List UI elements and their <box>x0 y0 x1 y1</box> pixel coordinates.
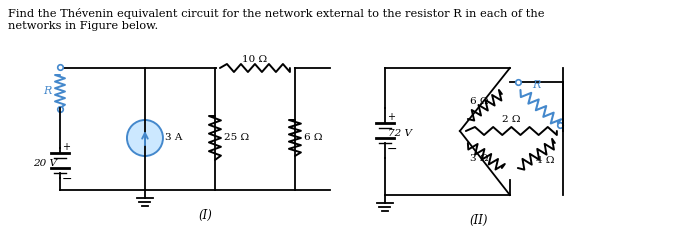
Text: 6 Ω: 6 Ω <box>304 134 323 142</box>
Text: networks in Figure below.: networks in Figure below. <box>8 21 158 31</box>
Text: −: − <box>62 172 73 185</box>
Text: −: − <box>387 142 398 155</box>
Text: +: + <box>62 142 70 152</box>
Text: 2 Ω: 2 Ω <box>502 116 521 124</box>
Ellipse shape <box>127 120 163 156</box>
Text: R: R <box>43 87 51 96</box>
Text: (II): (II) <box>470 214 488 227</box>
Text: 10 Ω: 10 Ω <box>242 55 267 63</box>
Text: 6 Ω: 6 Ω <box>470 97 489 106</box>
Text: R: R <box>533 80 541 90</box>
Text: 20 V: 20 V <box>33 158 57 168</box>
Text: 72 V: 72 V <box>388 128 412 138</box>
Text: Find the Thévenin equivalent circuit for the network external to the resistor R : Find the Thévenin equivalent circuit for… <box>8 8 545 19</box>
Text: +: + <box>387 112 395 122</box>
Text: 4 Ω: 4 Ω <box>536 156 555 165</box>
Text: 3 A: 3 A <box>165 134 182 142</box>
Text: (I): (I) <box>198 209 212 221</box>
Text: 25 Ω: 25 Ω <box>224 134 249 142</box>
Text: 3 Ω: 3 Ω <box>470 154 489 163</box>
